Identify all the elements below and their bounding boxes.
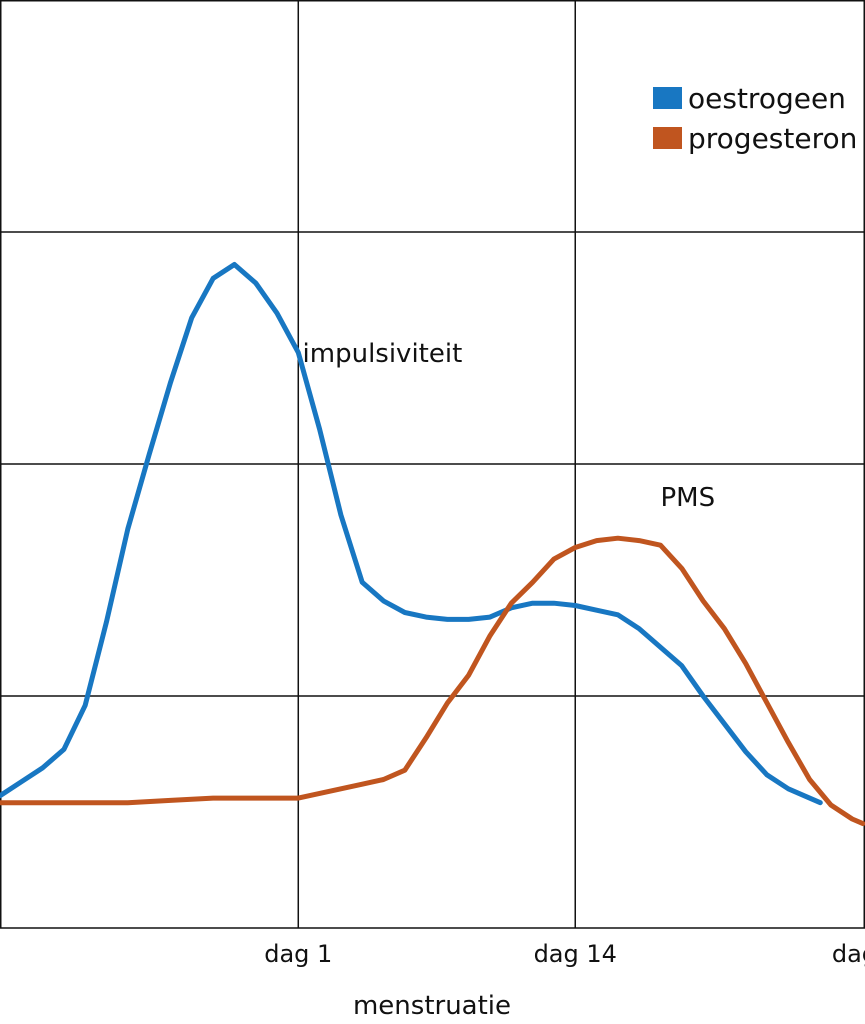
x-tick-label: dag 28 <box>832 940 865 968</box>
annotation-label: impulsiviteit <box>303 339 463 369</box>
series-line-oestrogeen <box>0 262 823 806</box>
x-tick-label: dag 14 <box>534 940 617 968</box>
annotations: impulsiviteitPMSdepressie/angst <box>303 339 716 513</box>
series-group <box>0 262 865 827</box>
series-line-progesteron <box>0 535 865 827</box>
grid <box>0 0 865 929</box>
x-tick-label: dag 1 <box>264 940 332 968</box>
x-axis-label: menstruatie <box>353 991 511 1021</box>
legend-swatch <box>653 127 682 149</box>
legend-label: oestrogeen <box>688 82 846 115</box>
tick-labels: dag 1 dag 14 dag 28 <box>264 940 865 968</box>
legend: oestrogeen progesteron <box>653 82 857 155</box>
annotation-label: PMS <box>660 483 715 513</box>
legend-swatch <box>653 87 682 109</box>
legend-label: progesteron <box>688 122 857 155</box>
